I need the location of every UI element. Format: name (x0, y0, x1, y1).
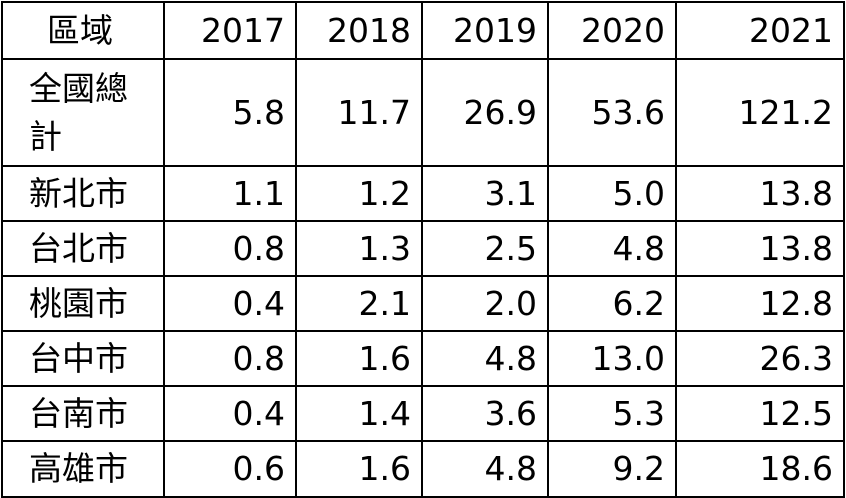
region-cell: 桃園市 (1, 275, 165, 332)
value-cell: 26.9 (421, 58, 549, 167)
value-cell: 26.3 (675, 330, 845, 387)
value-cell: 6.2 (547, 275, 677, 332)
value-cell: 9.2 (547, 440, 677, 498)
value-cell: 4.8 (421, 440, 549, 498)
table-row: 全國總計 5.8 11.7 26.9 53.6 121.2 (1, 58, 845, 167)
header-year-cell: 2021 (675, 1, 845, 60)
value-cell: 5.0 (547, 165, 677, 222)
value-cell: 0.6 (163, 440, 297, 498)
table-row: 新北市 1.1 1.2 3.1 5.0 13.8 (1, 165, 845, 222)
region-cell: 台南市 (1, 385, 165, 442)
value-cell: 0.8 (163, 220, 297, 277)
value-cell: 1.2 (295, 165, 423, 222)
value-cell: 2.0 (421, 275, 549, 332)
value-cell: 0.8 (163, 330, 297, 387)
value-cell: 13.0 (547, 330, 677, 387)
header-year-cell: 2019 (421, 1, 549, 60)
value-cell: 12.8 (675, 275, 845, 332)
value-cell: 2.5 (421, 220, 549, 277)
region-cell: 台中市 (1, 330, 165, 387)
header-year-cell: 2020 (547, 1, 677, 60)
value-cell: 1.6 (295, 440, 423, 498)
value-cell: 4.8 (421, 330, 549, 387)
region-cell: 高雄市 (1, 440, 165, 498)
value-cell: 0.4 (163, 385, 297, 442)
value-cell: 1.6 (295, 330, 423, 387)
table-row: 桃園市 0.4 2.1 2.0 6.2 12.8 (1, 275, 845, 332)
value-cell: 5.8 (163, 58, 297, 167)
table-row: 高雄市 0.6 1.6 4.8 9.2 18.6 (1, 440, 845, 498)
header-region-cell: 區域 (1, 1, 165, 60)
value-cell: 13.8 (675, 165, 845, 222)
value-cell: 121.2 (675, 58, 845, 167)
value-cell: 11.7 (295, 58, 423, 167)
value-cell: 13.8 (675, 220, 845, 277)
value-cell: 2.1 (295, 275, 423, 332)
region-label: 全國總計 (29, 68, 128, 156)
table-header-row: 區域 2017 2018 2019 2020 2021 (1, 1, 845, 60)
header-year-cell: 2017 (163, 1, 297, 60)
value-cell: 1.3 (295, 220, 423, 277)
value-cell: 5.3 (547, 385, 677, 442)
value-cell: 3.6 (421, 385, 549, 442)
value-cell: 1.4 (295, 385, 423, 442)
region-cell: 新北市 (1, 165, 165, 222)
region-cell: 全國總計 (1, 58, 165, 167)
header-year-cell: 2018 (295, 1, 423, 60)
table-row: 台北市 0.8 1.3 2.5 4.8 13.8 (1, 220, 845, 277)
value-cell: 53.6 (547, 58, 677, 167)
value-cell: 1.1 (163, 165, 297, 222)
value-cell: 18.6 (675, 440, 845, 498)
region-cell: 台北市 (1, 220, 165, 277)
table-row: 台南市 0.4 1.4 3.6 5.3 12.5 (1, 385, 845, 442)
value-cell: 3.1 (421, 165, 549, 222)
value-cell: 4.8 (547, 220, 677, 277)
table-row: 台中市 0.8 1.6 4.8 13.0 26.3 (1, 330, 845, 387)
value-cell: 0.4 (163, 275, 297, 332)
value-cell: 12.5 (675, 385, 845, 442)
